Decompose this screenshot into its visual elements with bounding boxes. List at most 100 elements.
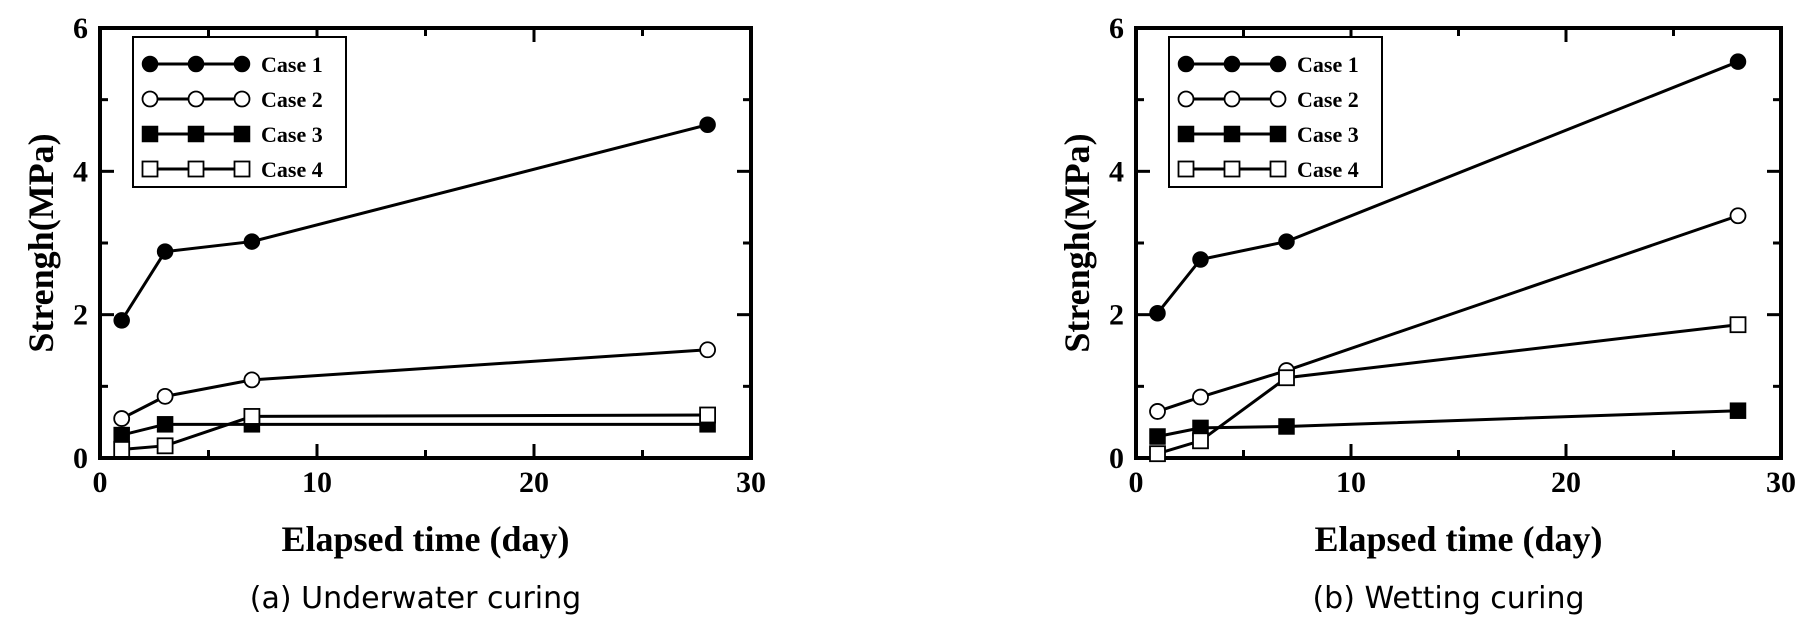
series-line — [1157, 214, 1739, 413]
series-line — [121, 422, 708, 437]
legend-marker — [233, 90, 251, 108]
legend-label: Case 4 — [261, 157, 323, 182]
series-line — [1157, 409, 1739, 438]
legend-item: Case 1 — [141, 52, 323, 77]
x-tick-label: 0 — [1129, 466, 1144, 499]
legend-label: Case 3 — [1297, 122, 1359, 147]
legend-label: Case 1 — [1297, 52, 1359, 77]
data-point — [1149, 428, 1166, 445]
legend: Case 1 Case 2 Case 3 Case 4 — [1168, 36, 1383, 188]
legend-label: Case 4 — [1297, 157, 1359, 182]
figure-caption: (b) Wetting curing — [1312, 581, 1584, 616]
data-point — [1729, 53, 1747, 70]
chart-panel-1: 0 10 20 30 0 2 4 6 Elapsed time (day) Strengh(MPa… — [21, 12, 766, 616]
y-tick-label: 0 — [73, 442, 88, 475]
legend-marker — [1223, 125, 1241, 143]
y-axis-title: Strengh(MPa) — [1057, 133, 1097, 352]
legend-marker — [187, 125, 205, 143]
data-point — [1278, 369, 1295, 387]
data-point — [243, 371, 261, 389]
data-point — [1192, 388, 1209, 406]
x-tick-label: 0 — [93, 466, 108, 499]
legend-marker — [141, 90, 159, 108]
data-point — [1278, 233, 1295, 250]
legend-label: Case 3 — [261, 122, 323, 147]
legend-marker — [233, 160, 251, 178]
legend-item: Case 2 — [141, 87, 323, 112]
legend-marker — [1269, 160, 1287, 178]
data-point — [1149, 445, 1166, 463]
legend-marker — [1177, 125, 1195, 143]
data-point — [156, 437, 174, 455]
y-tick-label: 6 — [1109, 12, 1124, 45]
legend: Case 1 Case 2 Case 3 Case 4 — [132, 36, 347, 188]
x-tick-label: 30 — [1766, 466, 1796, 499]
legend-item: Case 3 — [1177, 122, 1359, 147]
legend-marker — [233, 55, 251, 73]
y-tick-label: 4 — [73, 155, 88, 188]
data-point — [243, 408, 261, 425]
y-tick-label: 2 — [1109, 299, 1124, 332]
series-line — [1156, 60, 1739, 315]
data-point — [699, 406, 716, 424]
legend-marker — [187, 160, 205, 178]
series-line — [120, 123, 708, 322]
legend-marker — [1223, 160, 1241, 178]
legend-marker — [141, 125, 159, 143]
data-point — [1729, 402, 1747, 419]
legend-marker — [1223, 90, 1241, 108]
x-tick-label: 10 — [1336, 466, 1366, 499]
data-point — [1729, 207, 1747, 225]
legend-marker — [1269, 55, 1287, 73]
y-tick-label: 4 — [1109, 155, 1124, 188]
legend-marker — [141, 55, 159, 73]
data-point — [699, 116, 716, 133]
legend-item: Case 4 — [1177, 157, 1359, 182]
series-case-2 — [1149, 207, 1747, 420]
x-tick-label: 20 — [1551, 466, 1581, 499]
legend-marker — [1177, 90, 1195, 108]
data-point — [1729, 316, 1747, 334]
figure-caption: (a) Underwater curing — [250, 581, 581, 616]
series-line — [121, 413, 708, 451]
legend-marker — [1223, 55, 1241, 73]
x-tick-label: 20 — [519, 466, 549, 499]
series-case-3 — [113, 416, 716, 444]
legend-marker — [1177, 55, 1195, 73]
x-axis-title: Elapsed time (day) — [282, 519, 570, 559]
data-point — [113, 426, 130, 444]
y-tick-label: 6 — [73, 12, 88, 45]
legend-marker — [1269, 125, 1287, 143]
legend-item: Case 2 — [1177, 87, 1359, 112]
series-line — [121, 348, 708, 420]
legend-marker — [141, 160, 159, 178]
data-point — [1149, 304, 1166, 322]
x-tick-label: 30 — [736, 466, 766, 499]
series-case-2 — [113, 341, 716, 427]
series-case-4 — [1149, 316, 1747, 463]
y-tick-label: 2 — [73, 299, 88, 332]
data-point — [1278, 418, 1295, 435]
data-point — [113, 312, 130, 329]
legend-item: Case 1 — [1177, 52, 1359, 77]
legend-marker — [187, 55, 205, 73]
chart-panel-2: 0 10 20 30 0 2 4 6 Elapsed time (day) Strengh(MPa… — [1057, 12, 1796, 616]
series-case-1 — [1149, 53, 1747, 322]
legend-marker — [187, 90, 205, 108]
legend-item: Case 3 — [141, 122, 323, 147]
legend-marker — [1269, 90, 1287, 108]
series-case-4 — [113, 406, 716, 458]
series-line — [1157, 323, 1739, 456]
data-point — [113, 440, 131, 458]
x-axis-title: Elapsed time (day) — [1315, 519, 1603, 559]
legend-label: Case 1 — [261, 52, 323, 77]
y-tick-label: 0 — [1109, 442, 1124, 475]
data-point — [1149, 403, 1166, 420]
series-case-3 — [1149, 402, 1747, 445]
y-axis-title: Strengh(MPa) — [21, 133, 61, 352]
data-point — [699, 341, 716, 359]
legend-label: Case 2 — [1297, 87, 1359, 112]
x-tick-label: 10 — [302, 466, 332, 499]
data-point — [156, 243, 174, 260]
